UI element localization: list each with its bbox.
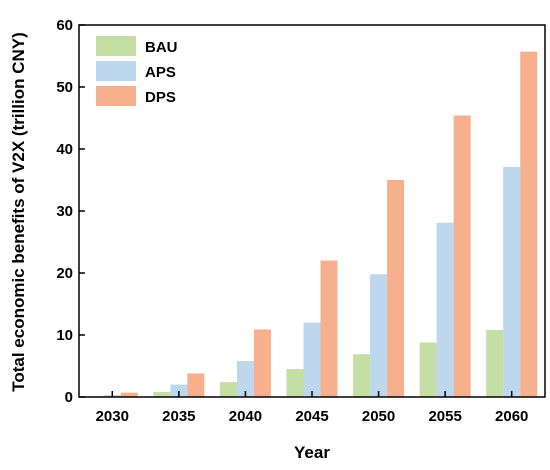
legend-swatch-bau xyxy=(96,36,136,56)
x-tick-label: 2045 xyxy=(295,408,328,425)
bar-dps-2030 xyxy=(120,392,138,397)
legend-swatch-aps xyxy=(96,61,136,81)
bar-bau-2040 xyxy=(219,382,237,397)
bar-dps-2060 xyxy=(520,51,538,397)
bar-bau-2055 xyxy=(419,342,437,397)
bars-layer xyxy=(86,51,538,398)
x-tick-label: 2055 xyxy=(428,408,461,425)
y-tick-label: 30 xyxy=(56,203,73,220)
y-tick-label: 10 xyxy=(56,327,73,344)
legend-label-dps: DPS xyxy=(145,89,176,106)
x-tick-label: 2035 xyxy=(162,408,195,425)
bar-dps-2035 xyxy=(187,373,205,397)
x-tick-label: 2050 xyxy=(362,408,395,425)
y-tick-label: 60 xyxy=(56,17,73,34)
y-tick-label: 50 xyxy=(56,79,73,96)
x-tick-label: 2040 xyxy=(229,408,262,425)
legend-label-bau: BAU xyxy=(145,39,178,56)
bar-dps-2045 xyxy=(320,260,338,397)
y-tick-label: 40 xyxy=(56,141,73,158)
bar-dps-2040 xyxy=(253,329,271,397)
legend-swatch-dps xyxy=(96,86,136,106)
bar-aps-2040 xyxy=(236,361,254,397)
y-tick-label: 0 xyxy=(65,389,73,406)
x-axis-title: Year xyxy=(294,443,330,462)
legend-label-aps: APS xyxy=(145,64,176,81)
bar-aps-2050 xyxy=(370,274,388,397)
bar-dps-2055 xyxy=(453,115,471,398)
bar-aps-2060 xyxy=(503,166,521,397)
bar-bau-2060 xyxy=(486,330,504,397)
bar-aps-2045 xyxy=(303,322,321,397)
y-axis-title: Total economic benefits of V2X (trillion… xyxy=(9,32,28,392)
bar-aps-2035 xyxy=(170,384,188,397)
bar-aps-2055 xyxy=(436,222,454,397)
bar-bau-2035 xyxy=(153,392,171,397)
x-tick-label: 2060 xyxy=(495,408,528,425)
bar-bau-2050 xyxy=(353,354,371,397)
legend: BAU APS DPS xyxy=(96,36,178,106)
y-tick-label: 20 xyxy=(56,265,73,282)
bar-bau-2045 xyxy=(286,369,304,397)
bar-dps-2050 xyxy=(387,180,405,397)
x-tick-label: 2030 xyxy=(96,408,129,425)
